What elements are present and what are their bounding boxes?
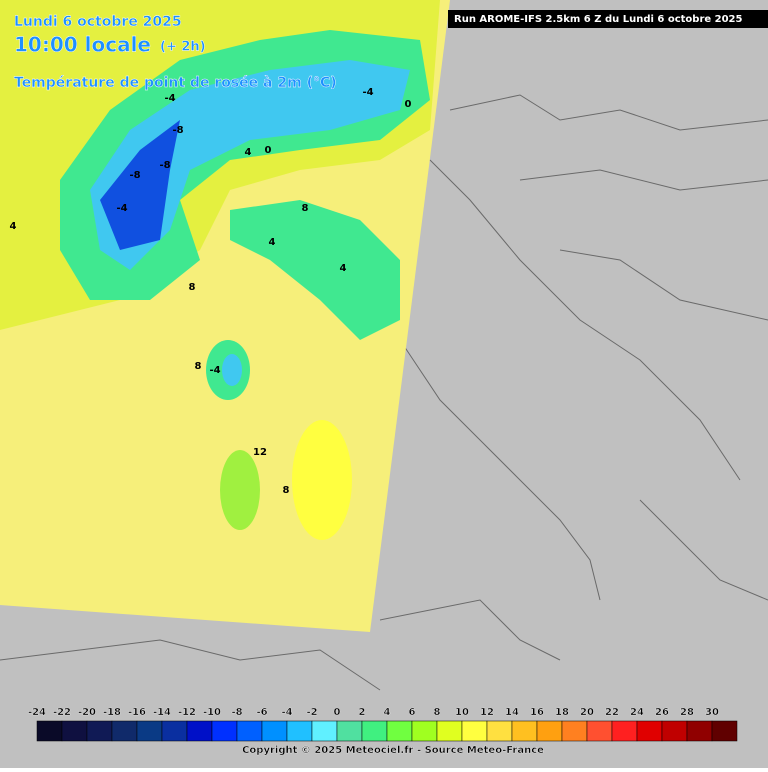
contour-label: -4 (209, 365, 220, 376)
legend-label: 26 (655, 707, 669, 718)
legend-label: -18 (103, 707, 121, 718)
contour-label: -8 (159, 160, 170, 171)
legend-swatch (561, 720, 588, 742)
zone-east (230, 200, 400, 340)
legend-label: -8 (231, 707, 242, 718)
contour-label: -8 (172, 125, 183, 136)
contour-label: 0 (265, 145, 272, 156)
contour-label: -4 (362, 87, 373, 98)
legend-swatch (411, 720, 438, 742)
legend-swatch (361, 720, 388, 742)
legend-label: 4 (384, 707, 391, 718)
legend-swatch (686, 720, 713, 742)
legend-swatch (211, 720, 238, 742)
legend-swatch (261, 720, 288, 742)
contour-label: 4 (340, 263, 347, 274)
legend-swatch (236, 720, 263, 742)
legend-swatch (36, 720, 63, 742)
contour-labels: -4 -8 -8 -8 -4 0 4 0 -4 4 8 4 8 8 12 8 4 -4 (10, 87, 412, 496)
legend-swatch (286, 720, 313, 742)
copyright: Copyright © 2025 Meteociel.fr - Source M… (242, 745, 544, 756)
legend-label: -6 (256, 707, 267, 718)
contour-label: -8 (129, 170, 140, 181)
legend-swatch (386, 720, 413, 742)
zone-m4 (90, 60, 410, 270)
legend-label: -22 (53, 707, 71, 718)
contour-label: 12 (253, 447, 267, 458)
legend-label: 12 (480, 707, 494, 718)
zone-m8 (100, 120, 180, 250)
legend-label: -16 (128, 707, 146, 718)
legend-label: 14 (505, 707, 519, 718)
legend-swatch (661, 720, 688, 742)
legend-swatch (636, 720, 663, 742)
legend-label: 2 (359, 707, 366, 718)
variable: Température de point de rosée à 2m (°C) (14, 75, 337, 91)
legend-label: 10 (455, 707, 469, 718)
contour-label: 8 (283, 485, 290, 496)
time: 10:00 locale (14, 33, 151, 57)
legend-swatch (536, 720, 563, 742)
legend-swatch (161, 720, 188, 742)
borders (0, 94, 768, 691)
legend-label: 18 (555, 707, 569, 718)
contour-label: 8 (195, 361, 202, 372)
legend-swatch (711, 720, 738, 742)
legend-label: 20 (580, 707, 594, 718)
legend-label: -4 (281, 707, 292, 718)
legend-label: 0 (334, 707, 341, 718)
legend-swatch (336, 720, 363, 742)
legend-swatch (61, 720, 88, 742)
corsica-core (222, 354, 242, 386)
legend-label: 6 (409, 707, 416, 718)
legend-label: -14 (153, 707, 171, 718)
legend: -24 -22 -20 -18 -16 -14 -12 -10 -8 -6 -4 -2 0 2 4 6 8 10 1… (28, 707, 738, 742)
zone-yellow (292, 420, 352, 540)
contour-label: -4 (164, 93, 175, 104)
contour-label: 8 (189, 282, 196, 293)
legend-swatch (586, 720, 613, 742)
legend-label: -2 (306, 707, 317, 718)
legend-label: -10 (203, 707, 221, 718)
legend-swatch (461, 720, 488, 742)
legend-swatch (111, 720, 138, 742)
legend-label: 22 (605, 707, 619, 718)
legend-label: 28 (680, 707, 694, 718)
legend-label: 24 (630, 707, 644, 718)
contour-label: 4 (269, 237, 276, 248)
legend-label: -24 (28, 707, 46, 718)
legend-swatch (436, 720, 463, 742)
offset: (+ 2h) (160, 40, 206, 55)
contour-label: 4 (245, 147, 252, 158)
legend-swatch (86, 720, 113, 742)
legend-swatch (611, 720, 638, 742)
legend-label: -12 (178, 707, 196, 718)
legend-swatch (186, 720, 213, 742)
legend-swatch (486, 720, 513, 742)
contour-label: -4 (116, 203, 127, 214)
contour-label: 0 (405, 99, 412, 110)
run-info: Run AROME-IFS 2.5km 6 Z du Lundi 6 octob… (454, 14, 743, 25)
sardinia (220, 450, 260, 530)
legend-swatch (511, 720, 538, 742)
legend-label: 16 (530, 707, 544, 718)
legend-label: 30 (705, 707, 719, 718)
run-box (448, 10, 768, 28)
legend-swatch (136, 720, 163, 742)
legend-label: -20 (78, 707, 96, 718)
date: Lundi 6 octobre 2025 (14, 14, 182, 30)
legend-swatch (311, 720, 338, 742)
contour-label: 8 (302, 203, 309, 214)
contour-label: 4 (10, 221, 17, 232)
legend-label: 8 (434, 707, 441, 718)
